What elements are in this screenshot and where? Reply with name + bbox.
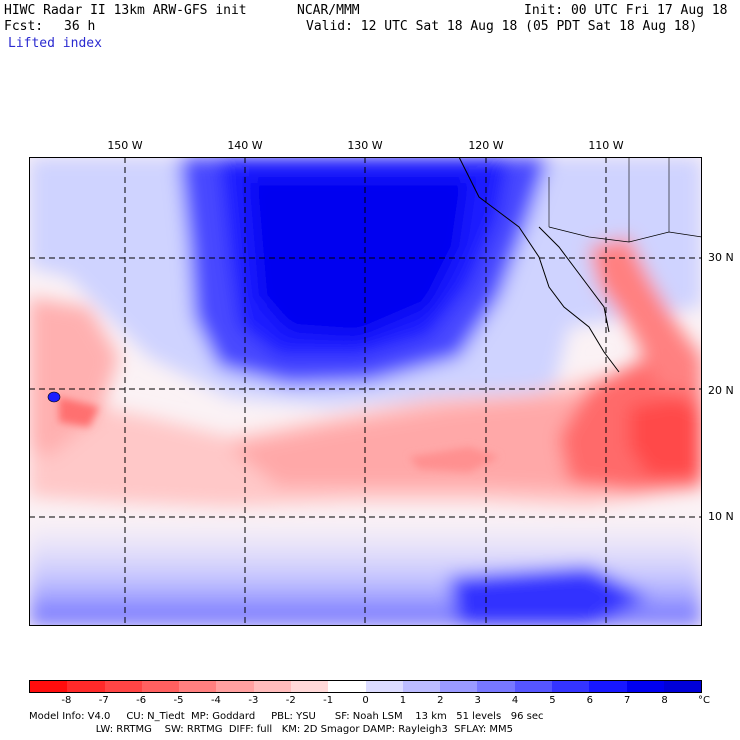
- colorbar-labels: -8 -7 -6 -5 -4 -3 -2 -1 0 1 2 3 4 5 6 7 8 °C: [29, 695, 710, 707]
- colorbar-swatch: [626, 681, 664, 692]
- lat-label-10n: 10 N: [708, 510, 734, 523]
- colorbar-tick-label: 3: [474, 695, 481, 706]
- colorbar-unit: °C: [698, 695, 710, 706]
- forecast-label: Fcst:: [4, 19, 44, 34]
- lon-label-110w: 110 W: [588, 139, 624, 152]
- model-info-line-1: Model Info: V4.0 CU: N_Tiedt MP: Goddard…: [29, 711, 544, 722]
- colorbar-tick-label: -8: [61, 695, 72, 706]
- lon-label-130w: 130 W: [347, 139, 383, 152]
- colorbar-swatch: [365, 681, 403, 692]
- field-name: Lifted index: [8, 36, 102, 51]
- lon-label-140w: 140 W: [227, 139, 263, 152]
- colorbar-swatch: [477, 681, 515, 692]
- colorbar-tick-label: -5: [173, 695, 184, 706]
- lon-label-150w: 150 W: [107, 139, 143, 152]
- colorbar-tick-label: 2: [437, 695, 444, 706]
- colorbar-swatch: [663, 681, 702, 692]
- colorbar-swatch: [589, 681, 627, 692]
- model-info-line-2: LW: RRTMG SW: RRTMG DIFF: full KM: 2D Sm…: [29, 724, 514, 735]
- organization: NCAR/MMM: [297, 3, 360, 18]
- colorbar-swatch: [179, 681, 217, 692]
- colorbar-swatch: [514, 681, 552, 692]
- colorbar-swatch: [67, 681, 105, 692]
- colorbar-swatch: [551, 681, 590, 692]
- colorbar-tick-label: -2: [285, 695, 296, 706]
- valid-time: Valid: 12 UTC Sat 18 Aug 18 (05 PDT Sat …: [306, 19, 698, 34]
- colorbar-swatch: [141, 681, 180, 692]
- lat-label-30n: 30 N: [708, 251, 734, 264]
- forecast-hour: 36 h: [64, 19, 96, 34]
- colorbar-tick-label: 0: [362, 695, 369, 706]
- model-title: HIWC Radar II 13km ARW-GFS init: [4, 3, 247, 18]
- colorbar-swatch: [440, 681, 478, 692]
- colorbar-swatch: [290, 681, 329, 692]
- colorbar-swatch: [30, 681, 68, 692]
- init-time: Init: 00 UTC Fri 17 Aug 18: [524, 3, 728, 18]
- colorbar-tick-label: -4: [210, 695, 221, 706]
- colorbar-tick-label: -3: [248, 695, 259, 706]
- colorbar-swatch: [104, 681, 142, 692]
- colorbar-swatch: [253, 681, 291, 692]
- colorbar-swatch: [216, 681, 254, 692]
- lon-label-120w: 120 W: [468, 139, 504, 152]
- colorbar-swatch: [328, 681, 366, 692]
- lifted-index-map: [29, 157, 702, 626]
- colorbar-tick-label: -7: [98, 695, 109, 706]
- colorbar-tick-label: 5: [549, 695, 556, 706]
- colorbar-tick-label: -6: [136, 695, 147, 706]
- colorbar-tick-label: -1: [323, 695, 334, 706]
- colorbar-tick-label: 8: [661, 695, 668, 706]
- colorbar-swatch: [402, 681, 441, 692]
- lat-label-20n: 20 N: [708, 384, 734, 397]
- colorbar-tick-label: 4: [511, 695, 519, 706]
- colorbar-tick-label: 6: [586, 695, 594, 706]
- colorbar: [29, 680, 702, 693]
- colorbar-tick-label: 1: [399, 695, 407, 706]
- colorbar-tick-label: 7: [624, 695, 631, 706]
